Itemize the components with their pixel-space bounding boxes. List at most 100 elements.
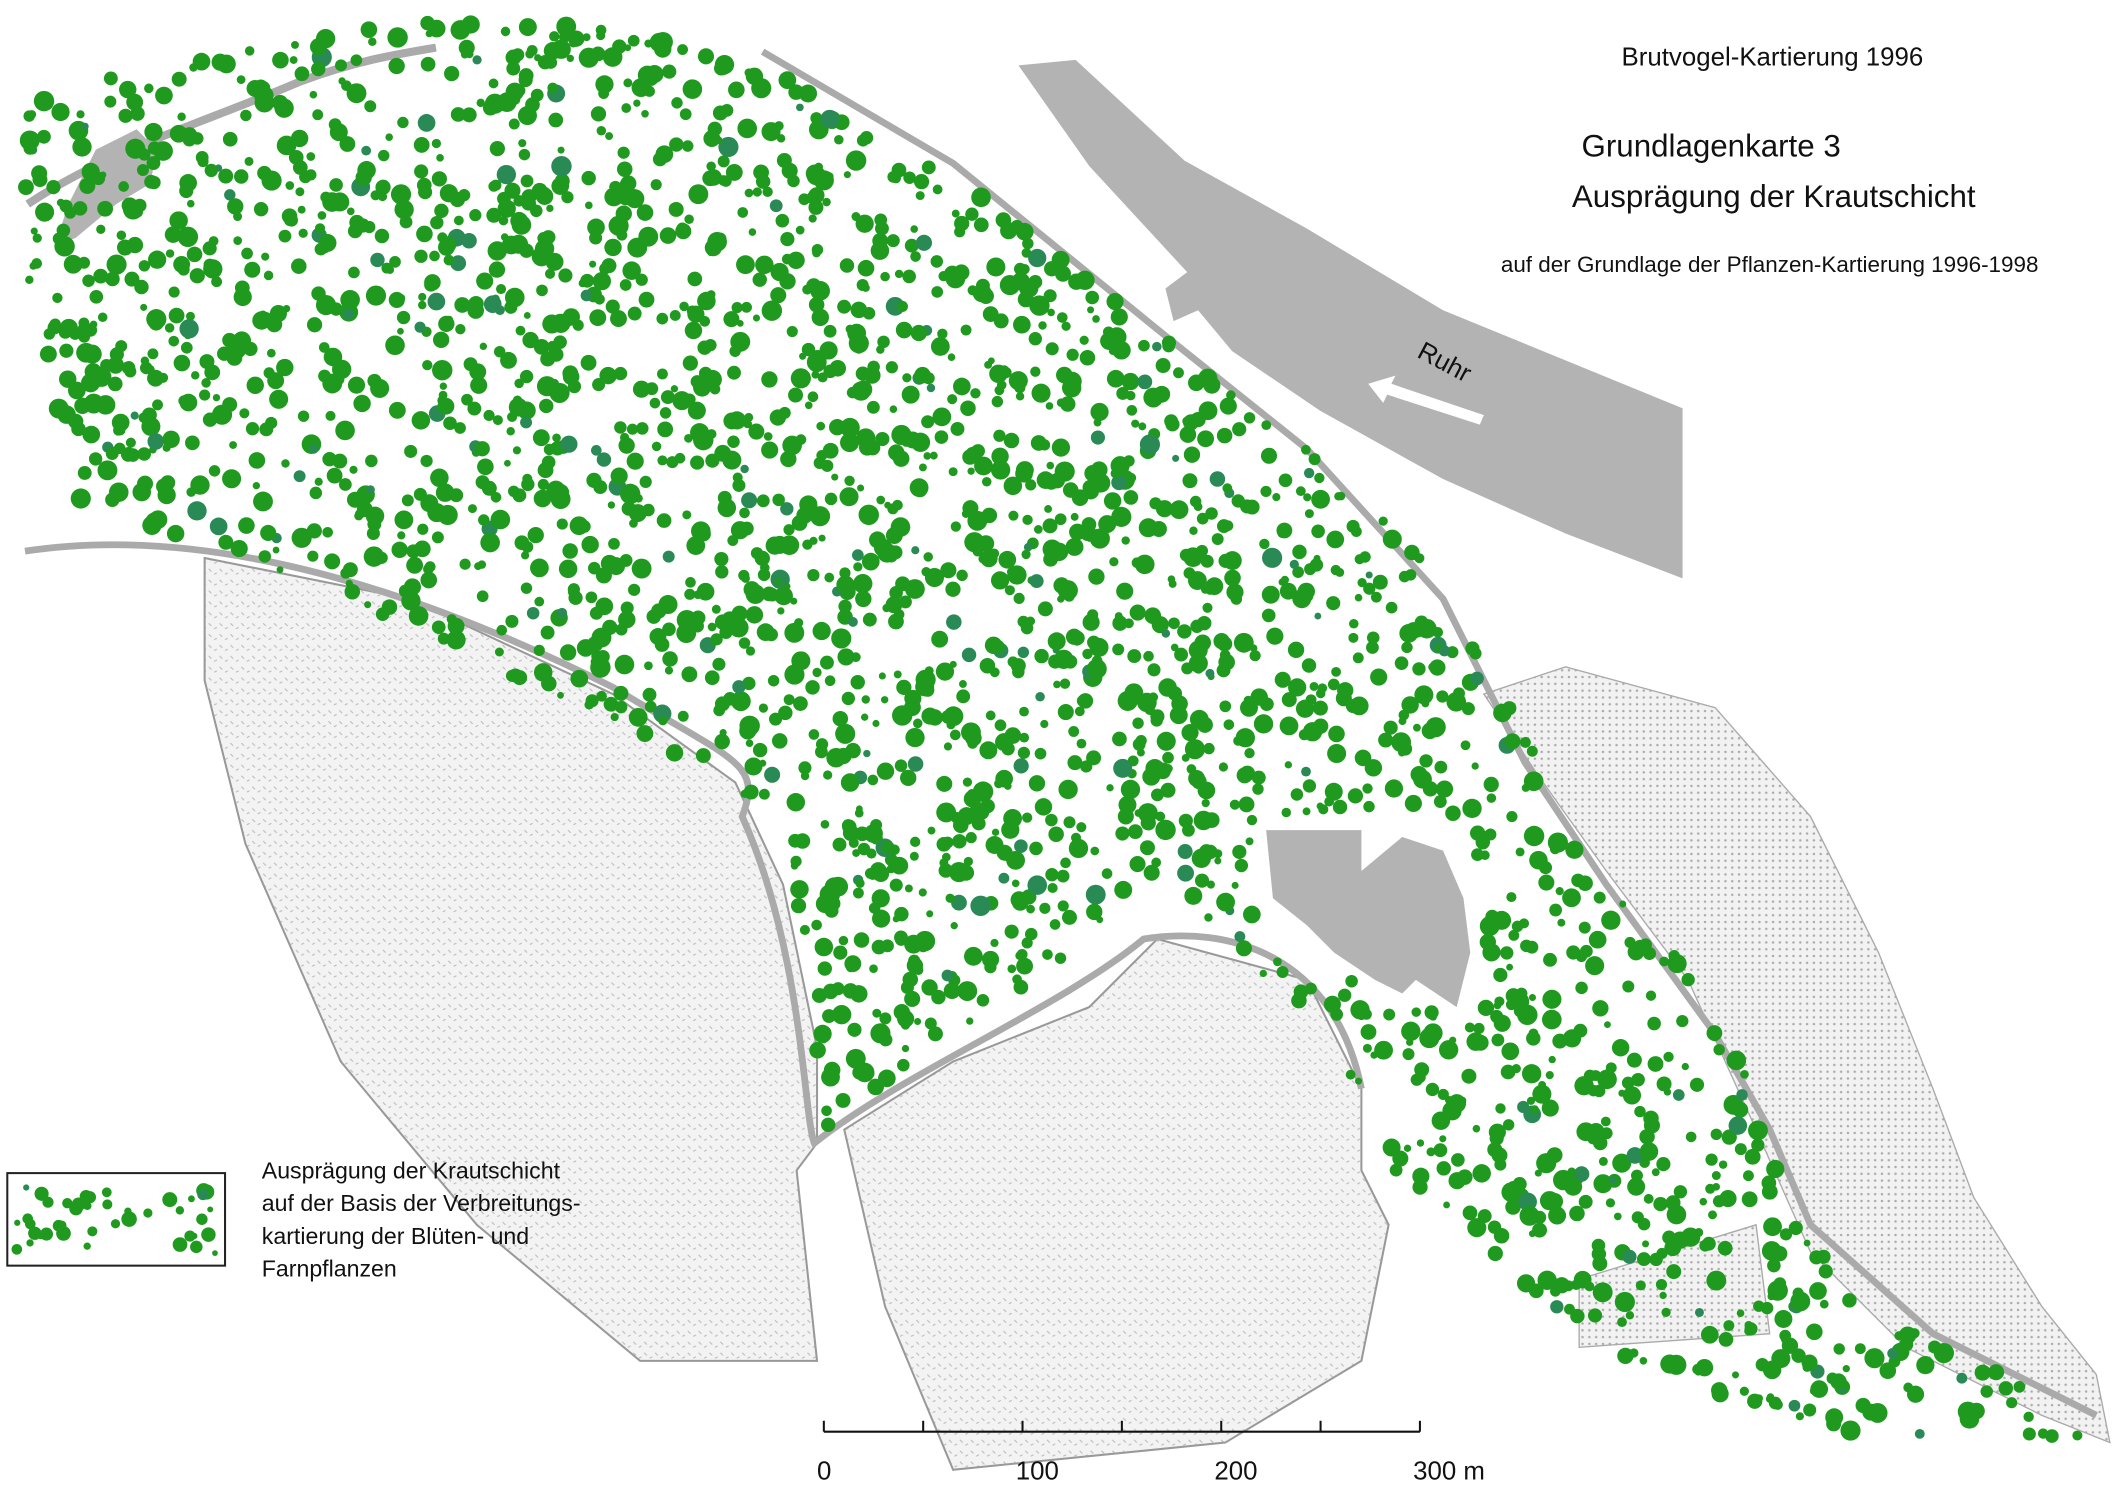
- vegetation-dot: [727, 411, 746, 430]
- vegetation-dot: [130, 106, 145, 121]
- vegetation-dot: [1315, 688, 1326, 699]
- vegetation-dot: [820, 1117, 836, 1133]
- vegetation-dot: [1591, 1246, 1607, 1262]
- vegetation-dot: [1197, 430, 1215, 448]
- vegetation-dot: [807, 568, 820, 582]
- vegetation-dot: [1681, 973, 1695, 987]
- vegetation-dot: [635, 273, 648, 286]
- vegetation-dot: [958, 864, 975, 881]
- vegetation-dot: [739, 722, 757, 740]
- vegetation-dot: [1565, 840, 1584, 859]
- vegetation-dot: [1086, 658, 1107, 679]
- vegetation-dot: [790, 368, 811, 389]
- vegetation-dot: [2022, 1427, 2036, 1441]
- vegetation-dot: [948, 467, 958, 477]
- vegetation-dot: [1260, 485, 1272, 498]
- vegetation-dot: [861, 552, 880, 571]
- vegetation-dot: [1337, 988, 1352, 1002]
- vegetation-dot: [758, 788, 770, 800]
- legend-dot: [14, 1219, 21, 1226]
- vegetation-dot: [595, 75, 614, 94]
- vegetation-dot: [1604, 1021, 1611, 1029]
- vegetation-dot: [512, 395, 523, 405]
- vegetation-dot: [998, 550, 1017, 569]
- vegetation-dot: [1617, 1317, 1627, 1328]
- vegetation-dot: [896, 300, 908, 313]
- vegetation-dot: [291, 527, 312, 548]
- vegetation-dot: [1057, 703, 1074, 721]
- vegetation-dot: [1515, 847, 1525, 857]
- vegetation-dot: [854, 808, 864, 818]
- vegetation-dot: [691, 306, 703, 318]
- vegetation-dot: [472, 55, 482, 65]
- vegetation-dot: [1090, 846, 1100, 856]
- vegetation-dot: [432, 359, 453, 381]
- vegetation-dot: [824, 572, 835, 583]
- vegetation-dot: [812, 667, 822, 678]
- vegetation-dot: [943, 982, 961, 1000]
- vegetation-dot: [651, 603, 667, 619]
- vegetation-dot: [138, 412, 149, 423]
- vegetation-dot: [417, 114, 436, 132]
- vegetation-dot: [1526, 1096, 1536, 1105]
- road: [24, 541, 1365, 1149]
- vegetation-dot: [1136, 748, 1145, 757]
- vegetation-dot: [626, 452, 644, 470]
- vegetation-dot: [56, 103, 65, 112]
- vegetation-dot: [856, 278, 869, 291]
- vegetation-dot: [1253, 714, 1274, 734]
- vegetation-dot: [875, 221, 889, 236]
- vegetation-dot: [930, 337, 950, 356]
- legend-dot: [87, 1226, 98, 1237]
- vegetation-dot: [610, 712, 619, 722]
- vegetation-dot: [18, 179, 34, 196]
- vegetation-dot: [1110, 308, 1128, 326]
- vegetation-dot: [43, 328, 56, 340]
- vegetation-dot: [727, 435, 740, 449]
- vegetation-dot: [317, 211, 327, 220]
- scale-label: 200: [1214, 1457, 1257, 1485]
- vegetation-dot: [1511, 920, 1524, 933]
- vegetation-dot: [904, 238, 919, 253]
- vegetation-dot: [1109, 557, 1119, 567]
- vegetation-dot: [684, 588, 696, 600]
- vegetation-dot: [107, 376, 123, 392]
- vegetation-dot: [973, 217, 989, 233]
- vegetation-dot: [618, 610, 636, 629]
- vegetation-dot: [1363, 582, 1376, 595]
- vegetation-dot: [1017, 291, 1034, 308]
- vegetation-dot: [544, 268, 556, 279]
- vegetation-dot: [168, 307, 185, 324]
- vegetation-dot: [1222, 520, 1234, 532]
- vegetation-dot: [684, 433, 693, 443]
- vegetation-dot: [1008, 371, 1028, 391]
- vegetation-dot: [1051, 438, 1071, 457]
- vegetation-dot: [914, 1017, 922, 1026]
- river: [1018, 59, 1683, 579]
- vegetation-dot: [936, 802, 957, 823]
- vegetation-dot: [517, 106, 537, 126]
- vegetation-dot: [1082, 648, 1093, 660]
- vegetation-dot: [956, 689, 971, 704]
- vegetation-dot: [2023, 1411, 2034, 1423]
- vegetation-dot: [1292, 566, 1304, 578]
- vegetation-dot: [1108, 346, 1118, 356]
- vegetation-dot: [945, 581, 961, 597]
- vegetation-dot: [1211, 533, 1224, 546]
- vegetation-dot: [1334, 492, 1343, 501]
- vegetation-dot: [657, 421, 674, 438]
- vegetation-dot: [1181, 662, 1194, 675]
- vegetation-dot: [454, 422, 466, 434]
- vegetation-dot: [1113, 758, 1133, 778]
- vegetation-dot: [497, 92, 517, 113]
- vegetation-dot: [204, 364, 221, 381]
- vegetation-dot: [1179, 426, 1197, 443]
- vegetation-dot: [1988, 1364, 2005, 1381]
- vegetation-dot: [1022, 237, 1034, 250]
- vegetation-dot: [651, 441, 662, 452]
- vegetation-dot: [884, 853, 898, 867]
- vegetation-dot: [619, 483, 641, 505]
- vegetation-dot: [1114, 880, 1133, 899]
- vegetation-dot: [223, 469, 241, 488]
- vegetation-dot: [981, 476, 992, 487]
